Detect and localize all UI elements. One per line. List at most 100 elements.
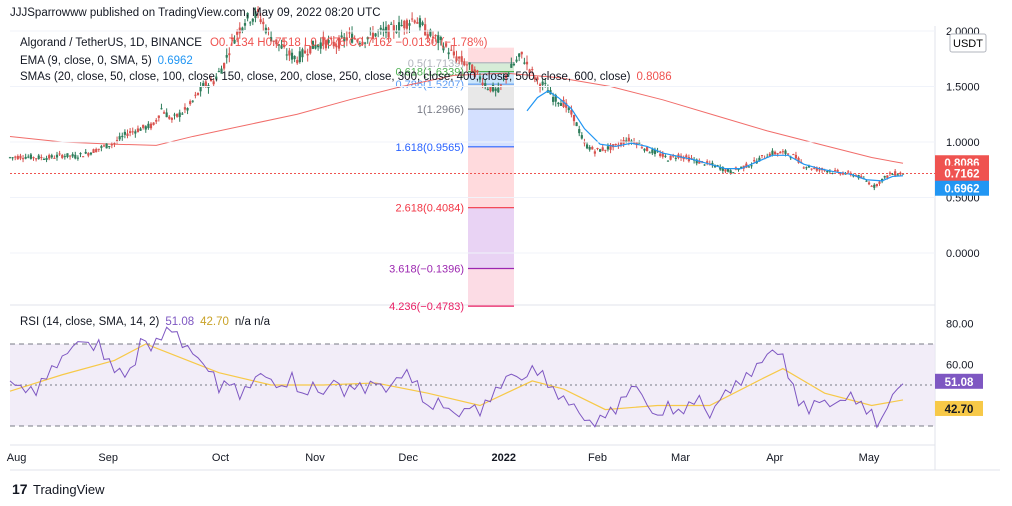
- legend-ema-label: EMA (9, close, 0, SMA, 5): [20, 55, 152, 67]
- candle-body: [225, 55, 228, 58]
- candle-body: [196, 92, 200, 95]
- candle-body: [588, 147, 591, 150]
- candle-body: [627, 137, 630, 143]
- candle-body: [296, 60, 299, 64]
- candle-body: [737, 169, 740, 171]
- legend-rsi-na: n/a n/a: [235, 316, 271, 328]
- candle-body: [113, 142, 116, 144]
- currency-tag-box[interactable]: [949, 33, 987, 53]
- candle-body: [565, 102, 568, 108]
- candle-body: [578, 129, 581, 134]
- candle-body: [290, 52, 294, 60]
- candle-body: [478, 76, 482, 80]
- candle-body: [881, 178, 884, 182]
- candle-body: [638, 142, 641, 144]
- candle-body: [183, 107, 187, 110]
- candle-body: [189, 101, 192, 105]
- legend-title[interactable]: Algorand / TetherUS, 1D, BINANCE O0.7134 …: [20, 37, 488, 49]
- candle-body: [552, 96, 555, 102]
- candle-body: [191, 100, 194, 102]
- candle-body: [878, 181, 881, 184]
- candle-body: [298, 51, 301, 62]
- candle-body: [353, 38, 356, 40]
- legend-smas-label: SMAs (20, close, 50, close, 100, close, …: [20, 71, 631, 83]
- candle-body: [499, 84, 502, 86]
- candle-body: [625, 140, 628, 143]
- candle-body: [476, 70, 479, 73]
- candle-body: [826, 171, 829, 173]
- candle-body: [178, 112, 181, 118]
- candle-body: [21, 158, 25, 160]
- candle-body: [236, 31, 239, 35]
- candle-body: [366, 37, 369, 40]
- candle-body: [110, 144, 113, 146]
- candle-body: [230, 37, 234, 40]
- candle-body: [494, 88, 497, 91]
- candle-body: [238, 27, 241, 34]
- candle-body: [640, 147, 643, 149]
- candle-body: [583, 142, 586, 144]
- candle-body: [204, 81, 207, 87]
- candle-body: [818, 169, 821, 171]
- candle-body: [202, 83, 205, 87]
- time-axis-tick: Mar: [671, 452, 690, 464]
- time-axis-tick: 2022: [492, 452, 516, 464]
- candle-body: [379, 27, 382, 30]
- candle-body: [149, 123, 153, 129]
- candle-body: [29, 154, 32, 159]
- candle-body: [301, 49, 304, 58]
- candle-body: [251, 18, 254, 22]
- candle-body: [698, 160, 701, 164]
- tradingview-logo-icon: 17: [12, 481, 28, 497]
- legend-rsi[interactable]: RSI (14, close, SMA, 14, 2) 51.08 42.70 n/a…: [20, 316, 271, 328]
- candle-body: [58, 153, 61, 155]
- candle-body: [76, 157, 79, 159]
- candle-body: [345, 37, 348, 41]
- candle-body: [131, 131, 134, 133]
- candle-body: [473, 69, 476, 78]
- candle-body: [891, 174, 894, 176]
- candle-body: [486, 88, 489, 90]
- candle-body: [259, 19, 262, 23]
- candle-body: [194, 94, 197, 96]
- price-badge-ema: [935, 180, 989, 196]
- legend-rsi-label: RSI (14, close, SMA, 14, 2): [20, 316, 160, 328]
- legend-smas-value: 0.8086: [636, 71, 671, 83]
- candle-body: [14, 156, 17, 158]
- candle-body: [168, 116, 171, 119]
- candle-body: [544, 82, 547, 84]
- candle-body: [747, 166, 751, 168]
- legend-ema[interactable]: EMA (9, close, 0, SMA, 5) 0.6962: [20, 55, 193, 67]
- candle-body: [416, 22, 419, 24]
- candle-body: [181, 113, 184, 115]
- candle-body: [784, 150, 787, 154]
- candle-body: [758, 157, 761, 162]
- candle-body: [45, 158, 48, 160]
- legend-smas[interactable]: SMAs (20, close, 50, close, 100, close, …: [20, 71, 672, 83]
- candle-body: [16, 156, 19, 160]
- candle-body: [335, 45, 338, 48]
- candle-body: [275, 39, 278, 45]
- candle-body: [834, 170, 837, 172]
- candle-body: [593, 151, 596, 154]
- candle-body: [82, 156, 85, 158]
- candle-body: [690, 157, 693, 160]
- candle-body: [147, 123, 150, 129]
- candle-body: [591, 146, 594, 150]
- price-badge-value: 0.6962: [944, 184, 979, 196]
- candle-body: [773, 151, 777, 155]
- candle-body: [309, 45, 312, 54]
- candle-body: [648, 152, 651, 154]
- candle-body: [505, 75, 508, 79]
- tradingview-logo[interactable]: 17 TradingView: [12, 481, 105, 497]
- candle-body: [865, 180, 868, 182]
- rsi-pane: 51.08 42.70: [9, 326, 983, 429]
- candle-body: [776, 153, 779, 155]
- candle-body: [129, 131, 132, 133]
- candle-body: [324, 40, 328, 49]
- candle-body: [19, 155, 22, 159]
- candle-body: [653, 149, 657, 154]
- candle-body: [330, 37, 333, 39]
- candle-body: [356, 40, 359, 42]
